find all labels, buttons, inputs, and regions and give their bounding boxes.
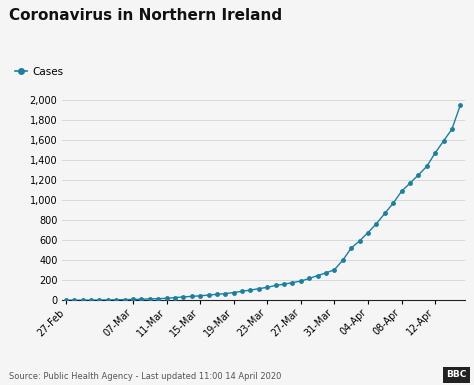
Legend: Cases: Cases xyxy=(15,67,64,77)
Text: Source: Public Health Agency - Last updated 11:00 14 April 2020: Source: Public Health Agency - Last upda… xyxy=(9,372,282,381)
Text: BBC: BBC xyxy=(447,370,467,379)
Text: Coronavirus in Northern Ireland: Coronavirus in Northern Ireland xyxy=(9,8,283,23)
